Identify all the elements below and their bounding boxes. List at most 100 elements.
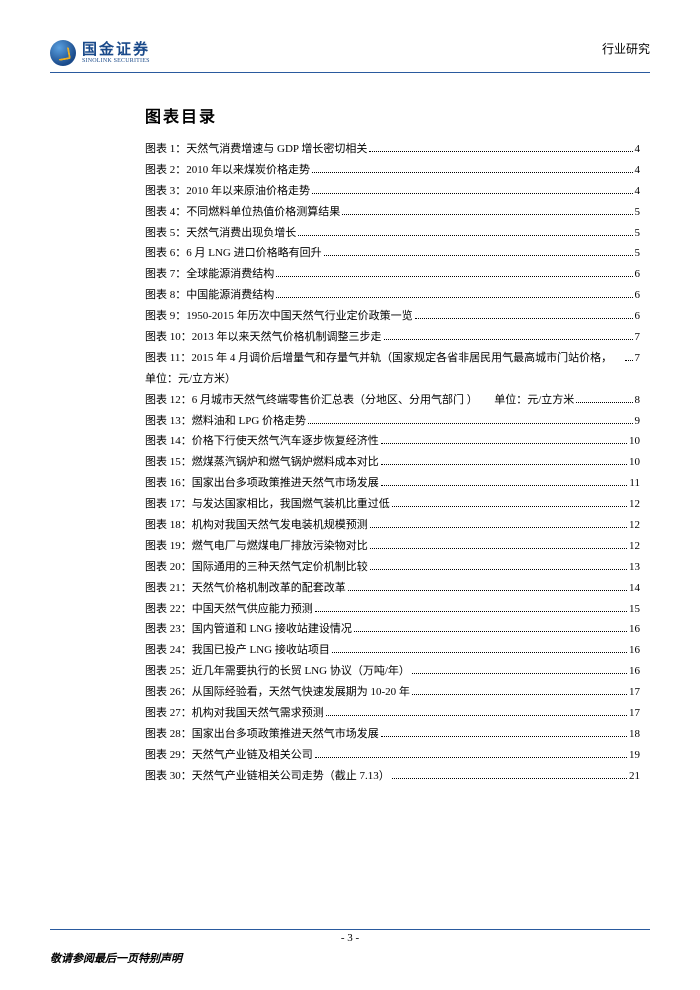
toc-entry-page: 19 — [629, 745, 640, 766]
toc-leader-dots — [276, 276, 632, 277]
toc-entry-page: 5 — [635, 243, 641, 264]
toc-entry-page: 4 — [635, 139, 641, 160]
toc-entry-label: 图表 5：天然气消费出现负增长 — [145, 223, 296, 244]
toc-entry-page: 18 — [629, 724, 640, 745]
toc-leader-dots — [332, 652, 627, 653]
toc-entry-label: 图表 16：国家出台多项政策推进天然气市场发展 — [145, 473, 379, 494]
toc-entry-label: 图表 20：国际通用的三种天然气定价机制比较 — [145, 557, 368, 578]
toc-entry: 图表 21：天然气价格机制改革的配套改革14 — [145, 578, 640, 599]
toc-entry: 图表 26：从国际经验看，天然气快速发展期为 10-20 年 17 — [145, 682, 640, 703]
toc-entry: 图表 5：天然气消费出现负增长 5 — [145, 223, 640, 244]
toc-entry-page: 15 — [629, 599, 640, 620]
toc-entry: 图表 23：国内管道和 LNG 接收站建设情况 16 — [145, 619, 640, 640]
table-of-figures: 图表 1：天然气消费增速与 GDP 增长密切相关4图表 2：2010 年以来煤炭… — [145, 139, 640, 787]
toc-leader-dots — [312, 193, 633, 194]
toc-leader-dots — [370, 569, 627, 570]
toc-entry-page: 14 — [629, 578, 640, 599]
toc-entry: 图表 4：不同燃料单位热值价格测算结果 5 — [145, 202, 640, 223]
toc-entry: 图表 13：燃料油和 LPG 价格走势 9 — [145, 411, 640, 432]
toc-entry-page: 5 — [635, 223, 641, 244]
toc-entry-page: 16 — [629, 661, 640, 682]
toc-entry: 图表 10：2013 年以来天然气价格机制调整三步走7 — [145, 327, 640, 348]
toc-entry-page: 7 — [635, 327, 641, 348]
toc-entry-page: 13 — [629, 557, 640, 578]
toc-entry-page: 6 — [635, 285, 641, 306]
toc-entry-page: 21 — [629, 766, 640, 787]
toc-entry: 图表 28：国家出台多项政策推进天然气市场发展 18 — [145, 724, 640, 745]
logo-icon — [50, 40, 76, 66]
toc-entry: 图表 12：6 月城市天然气终端零售价汇总表（分地区、分用气部门 ） 单位：元/… — [145, 390, 640, 411]
toc-entry-label: 图表 9：1950-2015 年历次中国天然气行业定价政策一览 — [145, 306, 413, 327]
toc-entry-label: 图表 1：天然气消费增速与 GDP 增长密切相关 — [145, 139, 367, 160]
toc-entry-label: 图表 15：燃煤蒸汽锅炉和燃气锅炉燃料成本对比 — [145, 452, 379, 473]
toc-entry: 图表 1：天然气消费增速与 GDP 增长密切相关 4 — [145, 139, 640, 160]
toc-leader-dots — [370, 527, 627, 528]
toc-leader-dots — [326, 715, 627, 716]
toc-leader-dots — [354, 631, 627, 632]
toc-entry: 图表 25：近几年需要执行的长贸 LNG 协议（万吨/年） 16 — [145, 661, 640, 682]
toc-entry: 图表 2：2010 年以来煤炭价格走势 4 — [145, 160, 640, 181]
toc-entry: 图表 16：国家出台多项政策推进天然气市场发展11 — [145, 473, 640, 494]
toc-entry: 图表 14：价格下行使天然气汽车逐步恢复经济性 10 — [145, 431, 640, 452]
toc-entry-label: 图表 19：燃气电厂与燃煤电厂排放污染物对比 — [145, 536, 368, 557]
toc-entry-page: 10 — [629, 431, 640, 452]
logo-cn: 国金证券 — [82, 43, 150, 58]
toc-entry-page: 12 — [629, 515, 640, 536]
toc-entry-page: 10 — [629, 452, 640, 473]
toc-leader-dots — [308, 423, 632, 424]
toc-entry: 图表 6：6 月 LNG 进口价格略有回升 5 — [145, 243, 640, 264]
toc-leader-dots — [370, 548, 627, 549]
toc-entry-page: 7 — [635, 348, 641, 369]
toc-entry-page: 16 — [629, 619, 640, 640]
toc-entry-label: 图表 26：从国际经验看，天然气快速发展期为 10-20 年 — [145, 682, 410, 703]
toc-entry-label: 图表 6：6 月 LNG 进口价格略有回升 — [145, 243, 322, 264]
toc-entry: 图表 20：国际通用的三种天然气定价机制比较 13 — [145, 557, 640, 578]
toc-entry-label: 图表 17：与发达国家相比，我国燃气装机比重过低 — [145, 494, 390, 515]
toc-entry-label: 图表 13：燃料油和 LPG 价格走势 — [145, 411, 306, 432]
logo-text: 国金证券 SINOLINK SECURITIES — [82, 43, 150, 64]
toc-leader-dots — [298, 235, 632, 236]
toc-entry-label: 图表 4：不同燃料单位热值价格测算结果 — [145, 202, 340, 223]
page-header: 国金证券 SINOLINK SECURITIES 行业研究 — [50, 40, 650, 73]
toc-entry: 图表 11：2015 年 4 月调价后增量气和存量气并轨（国家规定各省非居民用气… — [145, 348, 640, 390]
toc-entry-page: 9 — [635, 411, 641, 432]
toc-entry: 图表 15：燃煤蒸汽锅炉和燃气锅炉燃料成本对比 10 — [145, 452, 640, 473]
toc-entry-page: 16 — [629, 640, 640, 661]
toc-entry-page: 12 — [629, 494, 640, 515]
toc-entry-page: 4 — [635, 160, 641, 181]
toc-entry: 图表 17：与发达国家相比，我国燃气装机比重过低 12 — [145, 494, 640, 515]
toc-leader-dots — [576, 402, 632, 403]
logo-block: 国金证券 SINOLINK SECURITIES — [50, 40, 150, 66]
toc-entry: 图表 19：燃气电厂与燃煤电厂排放污染物对比12 — [145, 536, 640, 557]
toc-leader-dots — [315, 611, 627, 612]
toc-leader-dots — [412, 694, 627, 695]
toc-entry: 图表 24：我国已投产 LNG 接收站项目 16 — [145, 640, 640, 661]
toc-entry-label: 图表 14：价格下行使天然气汽车逐步恢复经济性 — [145, 431, 379, 452]
toc-entry-page: 4 — [635, 181, 641, 202]
toc-entry-label: 图表 30：天然气产业链相关公司走势（截止 7.13） — [145, 766, 390, 787]
toc-entry-label: 图表 24：我国已投产 LNG 接收站项目 — [145, 640, 330, 661]
toc-entry-page: 6 — [635, 306, 641, 327]
toc-entry: 图表 9：1950-2015 年历次中国天然气行业定价政策一览 6 — [145, 306, 640, 327]
toc-entry-label: 图表 2：2010 年以来煤炭价格走势 — [145, 160, 310, 181]
footer-rule — [50, 929, 650, 930]
page-number: - 3 - — [0, 932, 700, 944]
toc-entry-page: 17 — [629, 682, 640, 703]
toc-entry: 图表 30：天然气产业链相关公司走势（截止 7.13） 21 — [145, 766, 640, 787]
toc-leader-dots — [315, 757, 627, 758]
toc-entry-page: 6 — [635, 264, 641, 285]
toc-entry-label: 图表 18：机构对我国天然气发电装机规模预测 — [145, 515, 368, 536]
toc-leader-dots — [342, 214, 632, 215]
toc-entry-label: 图表 7：全球能源消费结构 — [145, 264, 274, 285]
toc-entry-label: 图表 25：近几年需要执行的长贸 LNG 协议（万吨/年） — [145, 661, 410, 682]
toc-entry-page: 5 — [635, 202, 641, 223]
toc-entry-label: 图表 28：国家出台多项政策推进天然气市场发展 — [145, 724, 379, 745]
toc-leader-dots — [381, 464, 627, 465]
toc-leader-dots — [381, 485, 628, 486]
header-category: 行业研究 — [602, 40, 650, 57]
toc-leader-dots — [384, 339, 633, 340]
toc-leader-dots — [415, 318, 633, 319]
toc-leader-dots — [312, 172, 633, 173]
toc-entry-label: 图表 23：国内管道和 LNG 接收站建设情况 — [145, 619, 352, 640]
toc-entry: 图表 22：中国天然气供应能力预测15 — [145, 599, 640, 620]
